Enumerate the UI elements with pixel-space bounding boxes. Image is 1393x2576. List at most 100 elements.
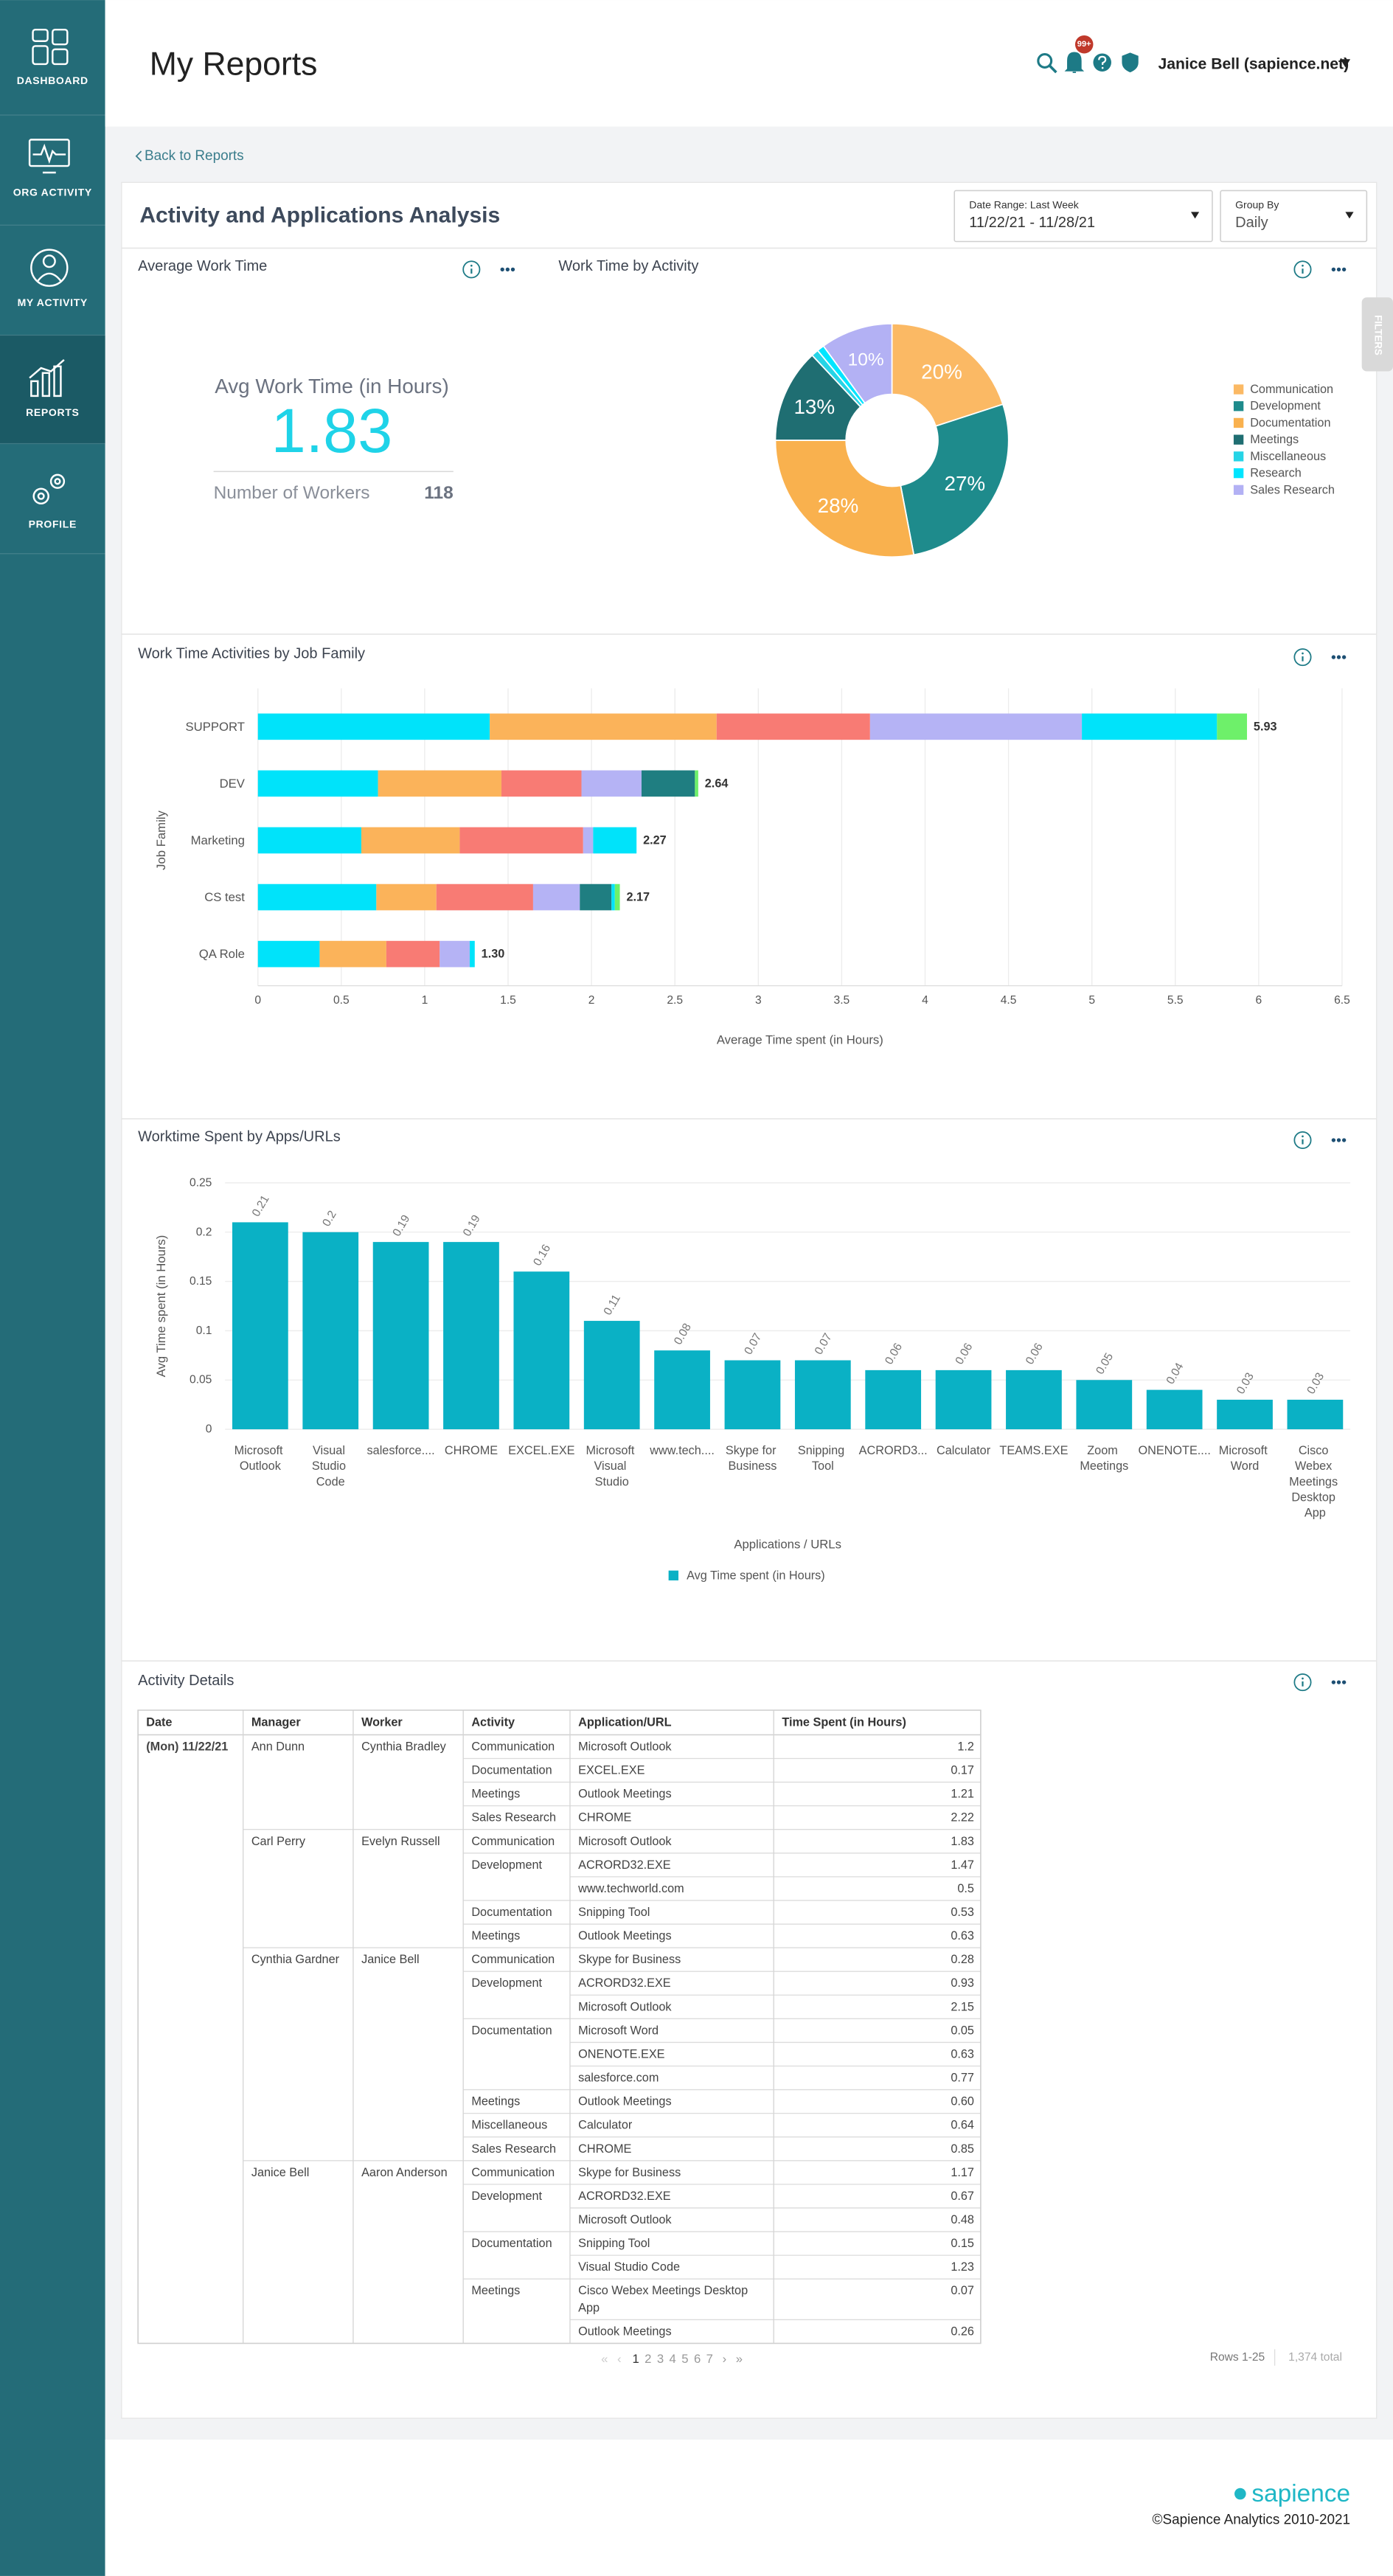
bar [1217,1399,1273,1430]
page-link[interactable]: 5 [681,2352,688,2366]
table-cell: Visual Studio Code [578,2260,680,2274]
legend-label[interactable]: Development [1250,400,1321,413]
bar-segment [641,770,695,797]
page-link[interactable]: ‹ [617,2352,622,2366]
table-cell-number: 0.07 [951,2284,974,2297]
legend-swatch[interactable] [1233,468,1244,479]
nav-label[interactable]: REPORTS [26,406,79,418]
table-cell-number: 0.15 [951,2237,974,2250]
page-link[interactable]: › [723,2352,727,2366]
legend-swatch[interactable] [1233,384,1244,395]
x-tick-label: 6 [1256,994,1262,1007]
legend-swatch[interactable] [1233,417,1244,428]
more-dot[interactable] [1336,1680,1341,1684]
more-dot[interactable] [1331,1138,1336,1142]
nav-label[interactable]: PROFILE [29,518,77,530]
legend-swatch[interactable] [1233,485,1244,496]
more-dot[interactable] [510,267,515,272]
more-dot[interactable] [1341,267,1347,272]
nav-label[interactable]: MY ACTIVITY [18,296,88,308]
back-link[interactable]: Back to Reports [145,148,244,164]
group-by-select[interactable] [1220,190,1368,243]
filters-label[interactable]: FILTERS [1372,315,1383,355]
x-tick-label: TEAMS.EXE [999,1444,1068,1457]
nav-label[interactable]: DASHBOARD [17,74,88,86]
select-label: Group By [1235,198,1279,210]
info-icon[interactable] [1293,260,1312,279]
more-dot[interactable] [1336,655,1341,659]
info-icon[interactable] [1293,1673,1312,1692]
page-link[interactable]: « [601,2352,608,2366]
page-link[interactable]: » [736,2352,743,2366]
more-dot[interactable] [1341,1680,1347,1684]
page-link[interactable]: 7 [706,2352,713,2366]
x-tick-label: 1 [422,994,428,1007]
info-icon[interactable] [462,260,481,279]
x-tick-label: Microsoft Word [1219,1444,1271,1473]
logo-dot [1234,2488,1246,2500]
more-dot[interactable] [500,267,504,272]
slice-label: 20% [921,361,962,383]
more-dot[interactable] [1341,655,1347,659]
user-name[interactable]: Janice Bell (sapience.net) [1158,55,1349,72]
more-dot[interactable] [1331,655,1336,659]
more-dot[interactable] [1336,267,1341,272]
back-arrow[interactable] [135,150,142,162]
table-cell: www.techworld.com [577,1882,684,1895]
caret [1345,212,1354,219]
y-tick-label: 0 [206,1423,212,1436]
more-dot[interactable] [1331,267,1336,272]
bar-segment [436,883,533,911]
x-tick-label: Microsoft Outlook [235,1444,286,1473]
more-dot[interactable] [1331,1680,1336,1684]
table-cell-number: 1.2 [957,1740,974,1753]
page-link[interactable]: 2 [645,2352,651,2366]
more-dot[interactable] [1341,1138,1347,1142]
card-title: Worktime Spent by Apps/URLs [138,1129,341,1145]
info-icon[interactable] [1293,648,1312,667]
legend-label[interactable]: Communication [1250,383,1333,396]
bar [1006,1369,1062,1430]
legend-swatch[interactable] [668,1570,678,1581]
page-link[interactable]: 1 [632,2352,639,2366]
table-cell-number: 0.05 [951,2024,974,2037]
legend-swatch[interactable] [1233,451,1244,462]
workers-label: Number of Workers [214,483,370,503]
table-cell: Skype for Business [578,1953,681,1966]
slice-label: 13% [793,395,835,418]
legend-label[interactable]: Sales Research [1250,483,1335,496]
legend-swatch[interactable] [1233,401,1244,412]
legend-label[interactable]: Avg Time spent (in Hours) [687,1569,825,1582]
user-caret[interactable] [1340,59,1351,68]
legend-label[interactable]: Documentation [1250,416,1330,429]
table-cell: Microsoft Word [578,2024,659,2037]
filters-tab[interactable] [1361,297,1393,372]
total-label: 2.27 [643,833,667,847]
date-range-select[interactable] [953,190,1213,243]
more-dot[interactable] [1336,1138,1341,1142]
x-tick-label: Cisco Webex Meetings Desktop App [1289,1444,1341,1520]
legend-label[interactable]: Meetings [1250,433,1299,446]
more-dot[interactable] [505,267,510,272]
bell-icon[interactable] [1064,52,1085,73]
search-icon[interactable] [1037,53,1053,69]
page-link[interactable]: 6 [694,2352,701,2366]
page-link[interactable]: 3 [657,2352,664,2366]
table-cell: Miscellaneous [471,2119,547,2132]
nav-label[interactable]: ORG ACTIVITY [13,187,92,198]
x-tick-label: 5 [1088,994,1095,1007]
page-link[interactable]: 4 [670,2352,676,2366]
y-axis-label: Job Family [154,810,168,869]
info-icon[interactable] [1293,1131,1312,1150]
shield-icon[interactable] [1122,52,1139,73]
bar [935,1369,992,1430]
bar [443,1242,499,1430]
table-cell: (Mon) 11/22/21 [146,1740,228,1753]
table-cell: Calculator [578,2119,633,2132]
legend-label[interactable]: Research [1250,467,1302,480]
bar [1146,1389,1203,1430]
table-cell: Outlook Meetings [578,1929,671,1943]
legend-swatch[interactable] [1233,434,1244,445]
legend-label[interactable]: Miscellaneous [1250,450,1326,463]
